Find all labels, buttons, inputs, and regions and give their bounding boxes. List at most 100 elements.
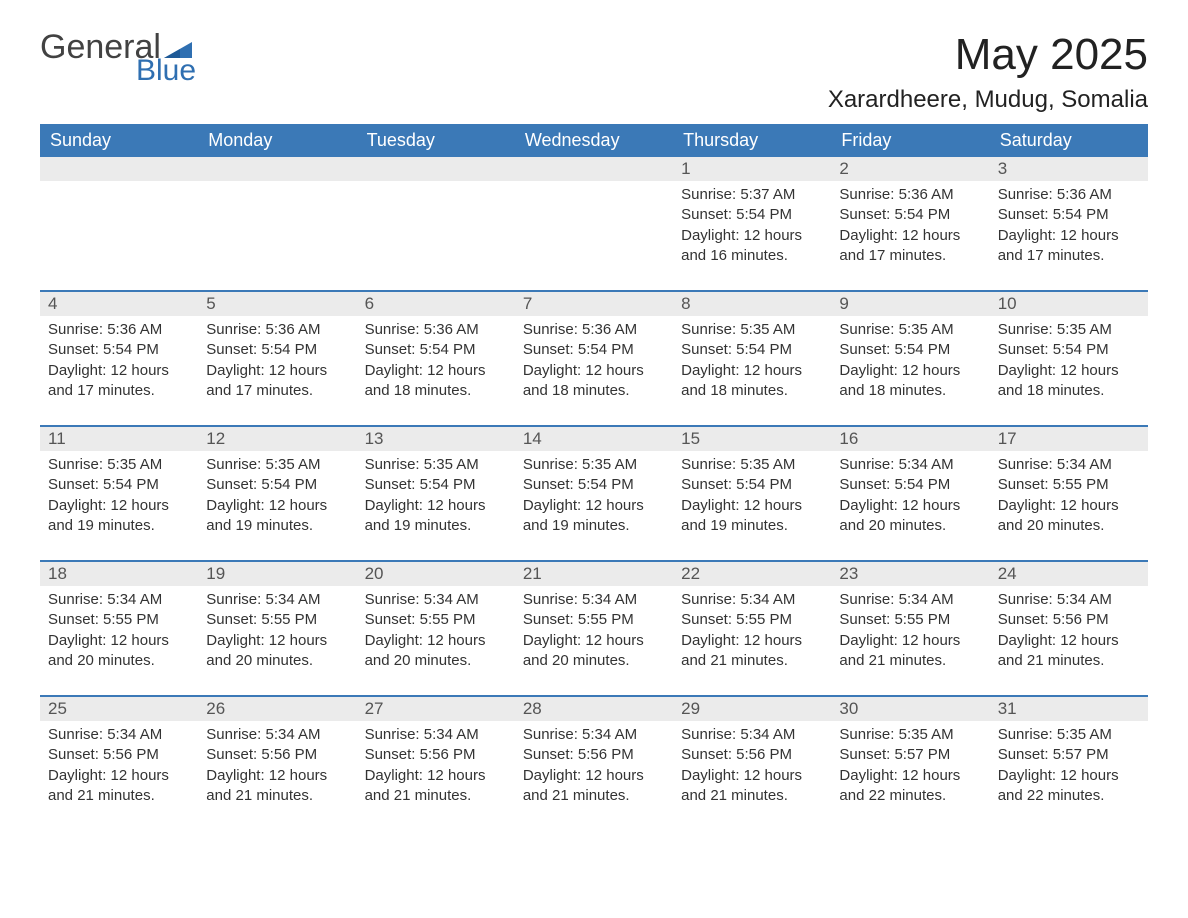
day-body: Sunrise: 5:35 AMSunset: 5:54 PMDaylight:… — [357, 451, 515, 560]
page-header: General Blue May 2025 Xarardheere, Mudug… — [40, 30, 1148, 114]
sunrise-text: Sunrise: 5:34 AM — [998, 590, 1140, 610]
calendar-day-cell: 16Sunrise: 5:34 AMSunset: 5:54 PMDayligh… — [831, 426, 989, 561]
calendar-day-cell: 26Sunrise: 5:34 AMSunset: 5:56 PMDayligh… — [198, 696, 356, 830]
daylight-text: Daylight: 12 hours and 21 minutes. — [681, 631, 823, 672]
sunrise-text: Sunrise: 5:34 AM — [365, 590, 507, 610]
day-body: Sunrise: 5:35 AMSunset: 5:54 PMDaylight:… — [198, 451, 356, 560]
daylight-text: Daylight: 12 hours and 18 minutes. — [681, 361, 823, 402]
day-body: Sunrise: 5:34 AMSunset: 5:56 PMDaylight:… — [990, 586, 1148, 695]
sunrise-text: Sunrise: 5:34 AM — [523, 725, 665, 745]
sunset-text: Sunset: 5:54 PM — [48, 340, 190, 360]
weekday-header: Saturday — [990, 124, 1148, 157]
sunrise-text: Sunrise: 5:34 AM — [365, 725, 507, 745]
sunrise-text: Sunrise: 5:34 AM — [48, 590, 190, 610]
calendar-day-cell: 24Sunrise: 5:34 AMSunset: 5:56 PMDayligh… — [990, 561, 1148, 696]
day-number: 21 — [515, 562, 673, 586]
day-number: 27 — [357, 697, 515, 721]
sunrise-text: Sunrise: 5:35 AM — [365, 455, 507, 475]
day-number: 18 — [40, 562, 198, 586]
day-number: 28 — [515, 697, 673, 721]
day-body: Sunrise: 5:34 AMSunset: 5:55 PMDaylight:… — [515, 586, 673, 695]
day-number: 14 — [515, 427, 673, 451]
day-body — [40, 181, 198, 281]
calendar-day-cell: 19Sunrise: 5:34 AMSunset: 5:55 PMDayligh… — [198, 561, 356, 696]
sunset-text: Sunset: 5:54 PM — [998, 205, 1140, 225]
calendar-table: Sunday Monday Tuesday Wednesday Thursday… — [40, 124, 1148, 830]
calendar-day-cell: 30Sunrise: 5:35 AMSunset: 5:57 PMDayligh… — [831, 696, 989, 830]
day-body: Sunrise: 5:34 AMSunset: 5:55 PMDaylight:… — [990, 451, 1148, 560]
calendar-day-cell: 1Sunrise: 5:37 AMSunset: 5:54 PMDaylight… — [673, 157, 831, 291]
daylight-text: Daylight: 12 hours and 21 minutes. — [48, 766, 190, 807]
sunrise-text: Sunrise: 5:36 AM — [48, 320, 190, 340]
sunset-text: Sunset: 5:54 PM — [839, 205, 981, 225]
sunset-text: Sunset: 5:54 PM — [523, 475, 665, 495]
sunset-text: Sunset: 5:54 PM — [839, 340, 981, 360]
sunset-text: Sunset: 5:55 PM — [365, 610, 507, 630]
weekday-header: Tuesday — [357, 124, 515, 157]
day-number: 10 — [990, 292, 1148, 316]
sunset-text: Sunset: 5:56 PM — [681, 745, 823, 765]
sunrise-text: Sunrise: 5:35 AM — [523, 455, 665, 475]
day-body: Sunrise: 5:34 AMSunset: 5:56 PMDaylight:… — [673, 721, 831, 830]
day-number: 16 — [831, 427, 989, 451]
calendar-week-row: 1Sunrise: 5:37 AMSunset: 5:54 PMDaylight… — [40, 157, 1148, 291]
sunset-text: Sunset: 5:55 PM — [48, 610, 190, 630]
day-number: 23 — [831, 562, 989, 586]
daylight-text: Daylight: 12 hours and 19 minutes. — [365, 496, 507, 537]
calendar-day-cell: 31Sunrise: 5:35 AMSunset: 5:57 PMDayligh… — [990, 696, 1148, 830]
calendar-day-cell — [40, 157, 198, 291]
daylight-text: Daylight: 12 hours and 16 minutes. — [681, 226, 823, 267]
day-number: 26 — [198, 697, 356, 721]
calendar-day-cell: 7Sunrise: 5:36 AMSunset: 5:54 PMDaylight… — [515, 291, 673, 426]
calendar-day-cell: 22Sunrise: 5:34 AMSunset: 5:55 PMDayligh… — [673, 561, 831, 696]
sunset-text: Sunset: 5:57 PM — [839, 745, 981, 765]
day-body: Sunrise: 5:35 AMSunset: 5:57 PMDaylight:… — [831, 721, 989, 830]
sunrise-text: Sunrise: 5:34 AM — [839, 590, 981, 610]
calendar-day-cell: 14 Sunrise: 5:35 AMSunset: 5:54 PMDayligh… — [515, 426, 673, 561]
day-body — [357, 181, 515, 281]
day-number: 20 — [357, 562, 515, 586]
day-body: Sunrise: 5:35 AMSunset: 5:54 PMDaylight:… — [673, 451, 831, 560]
daylight-text: Daylight: 12 hours and 20 minutes. — [206, 631, 348, 672]
calendar-week-row: 11Sunrise: 5:35 AMSunset: 5:54 PMDayligh… — [40, 426, 1148, 561]
sunset-text: Sunset: 5:55 PM — [206, 610, 348, 630]
sunset-text: Sunset: 5:54 PM — [365, 475, 507, 495]
location-subtitle: Xarardheere, Mudug, Somalia — [828, 86, 1148, 114]
sunrise-text: Sunrise: 5:36 AM — [523, 320, 665, 340]
sunset-text: Sunset: 5:55 PM — [998, 475, 1140, 495]
calendar-day-cell: 12Sunrise: 5:35 AMSunset: 5:54 PMDayligh… — [198, 426, 356, 561]
sunset-text: Sunset: 5:54 PM — [523, 340, 665, 360]
day-body — [198, 181, 356, 281]
sunrise-text: Sunrise: 5:35 AM — [681, 455, 823, 475]
weekday-header: Friday — [831, 124, 989, 157]
day-number — [40, 157, 198, 181]
daylight-text: Daylight: 12 hours and 19 minutes. — [681, 496, 823, 537]
day-body: Sunrise: 5:34 AMSunset: 5:56 PMDaylight:… — [198, 721, 356, 830]
day-body: Sunrise: 5:36 AMSunset: 5:54 PMDaylight:… — [198, 316, 356, 425]
daylight-text: Daylight: 12 hours and 21 minutes. — [206, 766, 348, 807]
calendar-week-row: 25Sunrise: 5:34 AMSunset: 5:56 PMDayligh… — [40, 696, 1148, 830]
daylight-text: Daylight: 12 hours and 21 minutes. — [839, 631, 981, 672]
daylight-text: Daylight: 12 hours and 21 minutes. — [681, 766, 823, 807]
day-number: 6 — [357, 292, 515, 316]
calendar-day-cell: 29Sunrise: 5:34 AMSunset: 5:56 PMDayligh… — [673, 696, 831, 830]
sunset-text: Sunset: 5:55 PM — [681, 610, 823, 630]
sunset-text: Sunset: 5:56 PM — [48, 745, 190, 765]
day-number: 25 — [40, 697, 198, 721]
daylight-text: Daylight: 12 hours and 17 minutes. — [48, 361, 190, 402]
calendar-day-cell: 23Sunrise: 5:34 AMSunset: 5:55 PMDayligh… — [831, 561, 989, 696]
calendar-day-cell: 21Sunrise: 5:34 AMSunset: 5:55 PMDayligh… — [515, 561, 673, 696]
day-body — [515, 181, 673, 281]
sunset-text: Sunset: 5:57 PM — [998, 745, 1140, 765]
day-body: Sunrise: 5:36 AMSunset: 5:54 PMDaylight:… — [990, 181, 1148, 290]
weekday-header: Wednesday — [515, 124, 673, 157]
sunrise-text: Sunrise: 5:36 AM — [365, 320, 507, 340]
daylight-text: Daylight: 12 hours and 19 minutes. — [523, 496, 665, 537]
weekday-header: Thursday — [673, 124, 831, 157]
day-number: 17 — [990, 427, 1148, 451]
sunrise-text: Sunrise: 5:34 AM — [206, 590, 348, 610]
sunrise-text: Sunrise: 5:35 AM — [839, 320, 981, 340]
day-body: Sunrise: 5:34 AMSunset: 5:55 PMDaylight:… — [673, 586, 831, 695]
sunset-text: Sunset: 5:54 PM — [206, 475, 348, 495]
sunrise-text: Sunrise: 5:36 AM — [839, 185, 981, 205]
